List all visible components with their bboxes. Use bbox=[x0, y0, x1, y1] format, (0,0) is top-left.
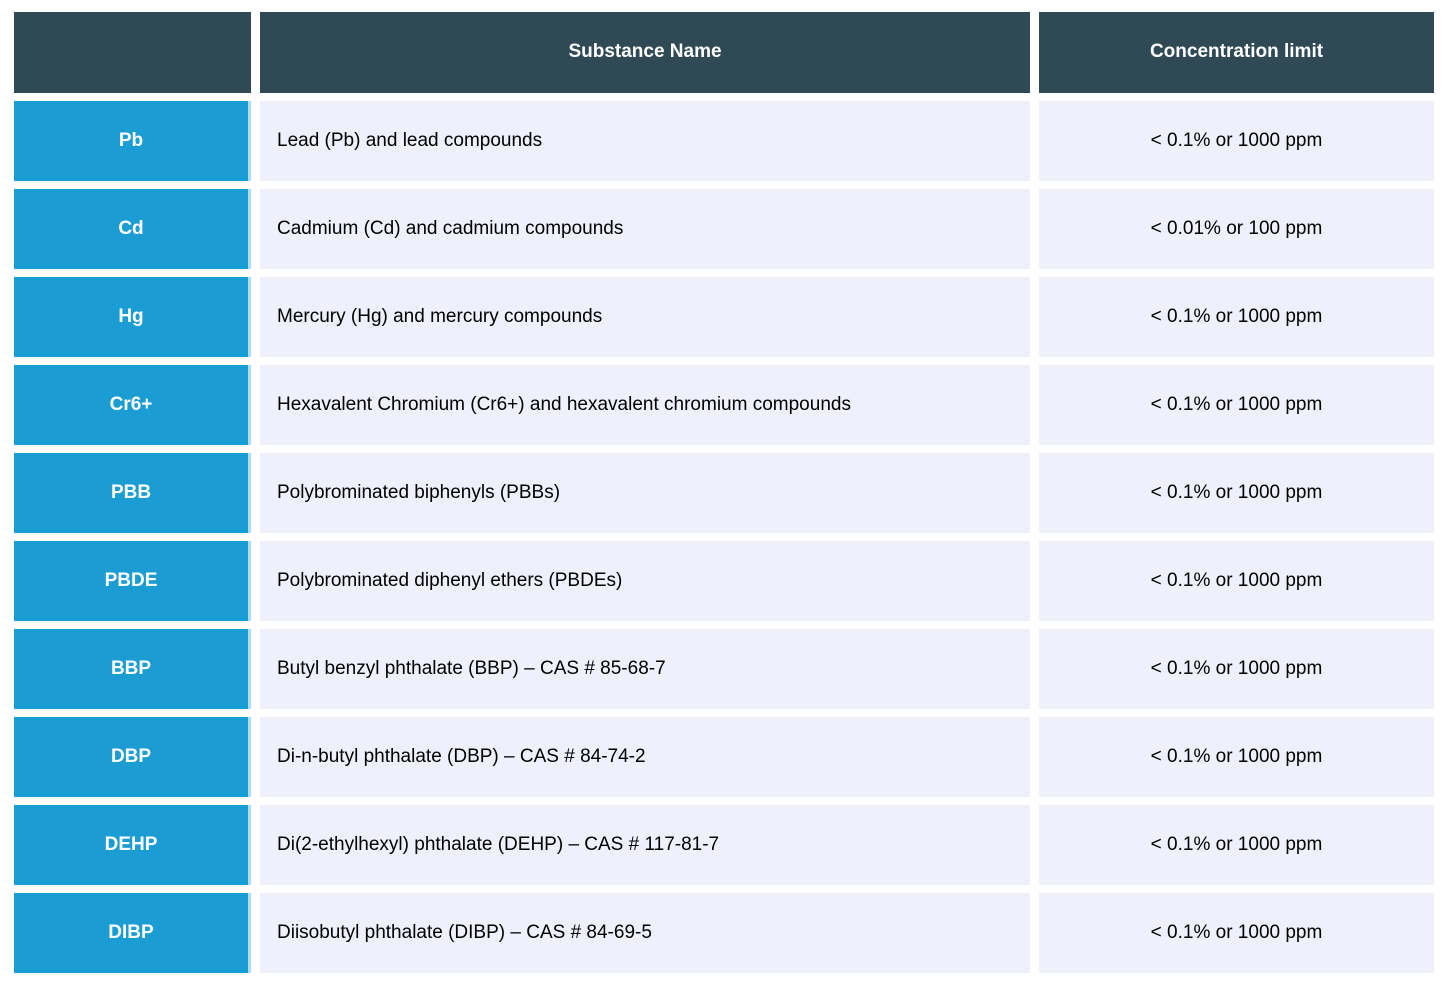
concentration-limit-cell: < 0.1% or 1000 ppm bbox=[1039, 277, 1434, 357]
concentration-limit-cell: < 0.1% or 1000 ppm bbox=[1039, 365, 1434, 445]
substance-abbr-cell: Cr6+ bbox=[14, 365, 251, 445]
substance-abbr-cell: DIBP bbox=[14, 893, 251, 973]
substance-abbr-cell: PBB bbox=[14, 453, 251, 533]
substance-abbr-cell: PBDE bbox=[14, 541, 251, 621]
header-concentration-limit: Concentration limit bbox=[1039, 12, 1434, 93]
substance-name-cell: Cadmium (Cd) and cadmium compounds bbox=[260, 189, 1030, 269]
concentration-limit-cell: < 0.1% or 1000 ppm bbox=[1039, 453, 1434, 533]
substance-name-cell: Butyl benzyl phthalate (BBP) – CAS # 85-… bbox=[260, 629, 1030, 709]
substance-abbr-cell: Cd bbox=[14, 189, 251, 269]
concentration-limit-cell: < 0.01% or 100 ppm bbox=[1039, 189, 1434, 269]
substance-name-cell: Mercury (Hg) and mercury compounds bbox=[260, 277, 1030, 357]
substance-abbr-cell: DBP bbox=[14, 717, 251, 797]
concentration-limit-cell: < 0.1% or 1000 ppm bbox=[1039, 101, 1434, 181]
substance-name-cell: Lead (Pb) and lead compounds bbox=[260, 101, 1030, 181]
substance-name-cell: Polybrominated diphenyl ethers (PBDEs) bbox=[260, 541, 1030, 621]
substance-abbr-cell: BBP bbox=[14, 629, 251, 709]
substance-name-cell: Polybrominated biphenyls (PBBs) bbox=[260, 453, 1030, 533]
substance-abbr-cell: Pb bbox=[14, 101, 251, 181]
substance-name-cell: Hexavalent Chromium (Cr6+) and hexavalen… bbox=[260, 365, 1030, 445]
concentration-limit-cell: < 0.1% or 1000 ppm bbox=[1039, 541, 1434, 621]
concentration-limit-cell: < 0.1% or 1000 ppm bbox=[1039, 893, 1434, 973]
concentration-limit-cell: < 0.1% or 1000 ppm bbox=[1039, 717, 1434, 797]
substance-abbr-cell: DEHP bbox=[14, 805, 251, 885]
substance-name-cell: Diisobutyl phthalate (DIBP) – CAS # 84-6… bbox=[260, 893, 1030, 973]
concentration-limit-cell: < 0.1% or 1000 ppm bbox=[1039, 629, 1434, 709]
header-substance-name: Substance Name bbox=[260, 12, 1030, 93]
substance-table: Substance Name Concentration limit Pb Le… bbox=[14, 12, 1434, 973]
substance-name-cell: Di-n-butyl phthalate (DBP) – CAS # 84-74… bbox=[260, 717, 1030, 797]
header-abbr bbox=[14, 12, 251, 93]
concentration-limit-cell: < 0.1% or 1000 ppm bbox=[1039, 805, 1434, 885]
substance-abbr-cell: Hg bbox=[14, 277, 251, 357]
substance-name-cell: Di(2-ethylhexyl) phthalate (DEHP) – CAS … bbox=[260, 805, 1030, 885]
